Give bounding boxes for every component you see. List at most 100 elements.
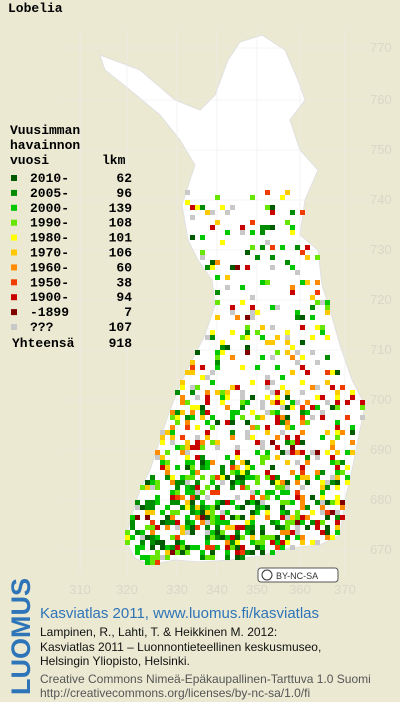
square: [185, 415, 190, 420]
square: [270, 465, 275, 470]
square: [200, 365, 205, 370]
square: [285, 480, 290, 485]
square: [300, 325, 305, 330]
square: [310, 540, 315, 545]
square: [240, 525, 245, 530]
square: [285, 520, 290, 525]
square: [230, 385, 235, 390]
square: [270, 205, 275, 210]
square: [215, 530, 220, 535]
square: [335, 520, 340, 525]
square: [195, 205, 200, 210]
square: [305, 460, 310, 465]
square: [290, 530, 295, 535]
square: [335, 395, 340, 400]
square: [330, 405, 335, 410]
square: [270, 490, 275, 495]
square: [240, 555, 245, 560]
square: [300, 420, 305, 425]
square: [155, 450, 160, 455]
square: [310, 415, 315, 420]
legend-count: 106: [109, 246, 133, 261]
square: [195, 445, 200, 450]
square: [270, 540, 275, 545]
square: [270, 245, 275, 250]
square: [210, 380, 215, 385]
square: [200, 235, 205, 240]
square: [175, 545, 180, 550]
square: [345, 415, 350, 420]
square: [155, 540, 160, 545]
square: [280, 400, 285, 405]
square: [260, 445, 265, 450]
square: [260, 415, 265, 420]
square: [270, 210, 275, 215]
square: [300, 440, 305, 445]
square: [315, 385, 320, 390]
square: [230, 355, 235, 360]
square: [300, 540, 305, 545]
square: [340, 385, 345, 390]
square: [285, 260, 290, 265]
square: [280, 450, 285, 455]
square: [270, 480, 275, 485]
square: [170, 480, 175, 485]
square: [225, 390, 230, 395]
square: [210, 440, 215, 445]
legend-swatch: [11, 309, 17, 316]
square: [285, 510, 290, 515]
legend-count: 7: [124, 305, 132, 320]
square: [265, 495, 270, 500]
square: [265, 430, 270, 435]
square: [175, 415, 180, 420]
square: [145, 485, 150, 490]
square: [230, 535, 235, 540]
square: [240, 230, 245, 235]
square: [180, 410, 185, 415]
square: [185, 500, 190, 505]
square: [205, 485, 210, 490]
legend-swatch: [11, 219, 17, 226]
square: [235, 540, 240, 545]
square: [275, 305, 280, 310]
square: [185, 450, 190, 455]
square: [210, 460, 215, 465]
square: [185, 420, 190, 425]
north-label: 770: [370, 40, 392, 55]
square: [220, 535, 225, 540]
square: [230, 515, 235, 520]
square: [255, 545, 260, 550]
square: [250, 395, 255, 400]
square: [300, 315, 305, 320]
square: [280, 490, 285, 495]
square: [145, 505, 150, 510]
square: [305, 455, 310, 460]
square: [285, 485, 290, 490]
square: [345, 400, 350, 405]
square: [270, 340, 275, 345]
square: [150, 555, 155, 560]
square: [255, 255, 260, 260]
square: [315, 360, 320, 365]
square: [255, 330, 260, 335]
square: [350, 430, 355, 435]
square: [180, 505, 185, 510]
square: [210, 265, 215, 270]
square: [225, 405, 230, 410]
square: [195, 485, 200, 490]
square: [300, 495, 305, 500]
square: [285, 190, 290, 195]
square: [275, 455, 280, 460]
legend-total-label: Yhteensä: [12, 336, 75, 351]
legend-swatch: [11, 175, 17, 181]
square: [190, 360, 195, 365]
square: [215, 290, 220, 295]
square: [320, 520, 325, 525]
square: [335, 425, 340, 430]
square: [170, 490, 175, 495]
square: [175, 480, 180, 485]
square: [210, 515, 215, 520]
square: [305, 525, 310, 530]
square: [180, 480, 185, 485]
east-label: 350: [246, 582, 268, 597]
